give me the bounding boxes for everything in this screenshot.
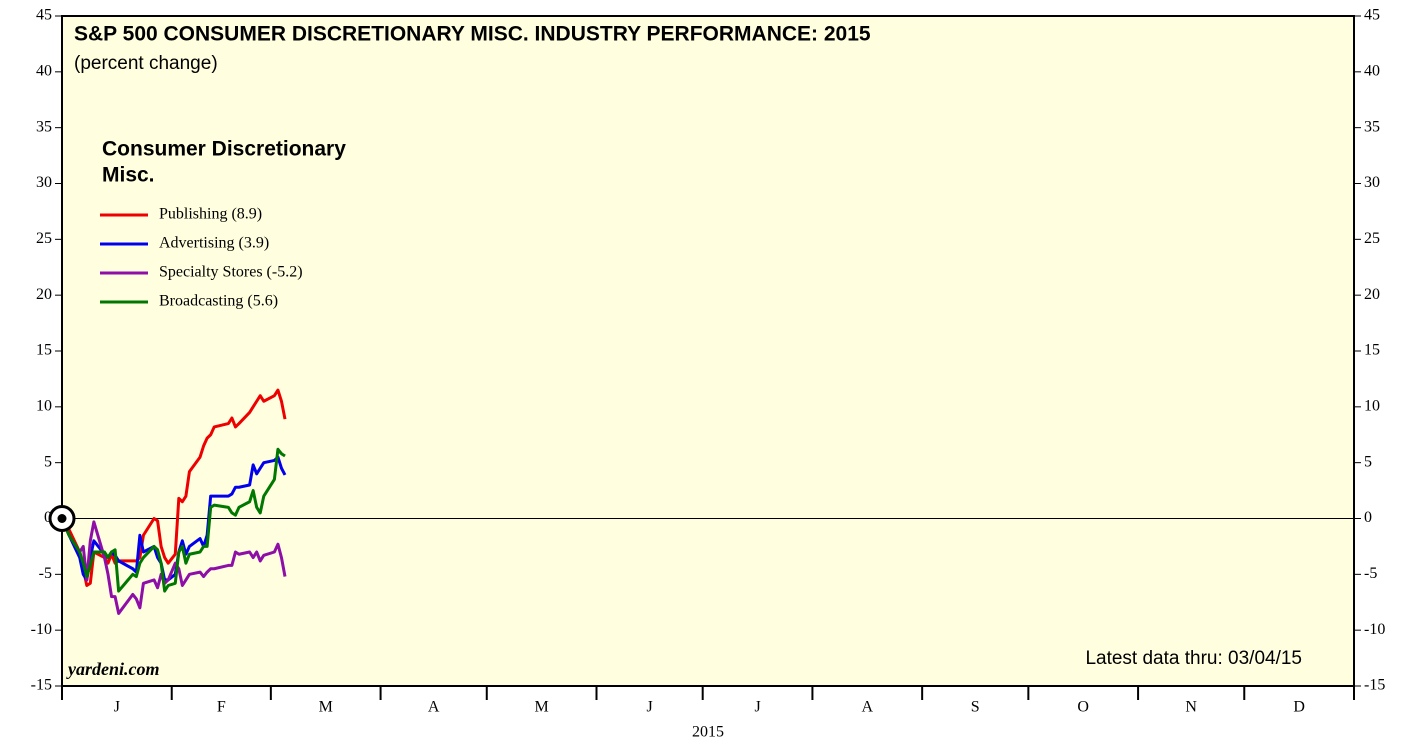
y-tick-label: 45	[36, 7, 52, 24]
y-tick-label: 30	[36, 174, 52, 191]
x-tick-label: F	[217, 699, 226, 716]
chart-title: S&P 500 CONSUMER DISCRETIONARY MISC. IND…	[74, 23, 871, 46]
y2-tick-label: 30	[1364, 174, 1380, 191]
y-tick-label: 15	[36, 342, 52, 359]
x-tick-label: J	[754, 699, 760, 716]
y-tick-label: 10	[36, 398, 52, 415]
x-tick-label: A	[862, 699, 874, 716]
plot-area	[61, 15, 1355, 687]
y-tick-label: -10	[31, 621, 52, 638]
x-tick-label: J	[646, 699, 652, 716]
y2-tick-label: -10	[1364, 621, 1385, 638]
legend-label: Specialty Stores (-5.2)	[159, 264, 303, 281]
y2-tick-label: 20	[1364, 286, 1380, 303]
y2-tick-label: 40	[1364, 63, 1380, 80]
legend-label: Advertising (3.9)	[159, 235, 269, 252]
y2-tick-label: 35	[1364, 118, 1380, 135]
note: Latest data thru: 03/04/15	[1085, 648, 1302, 669]
x-tick-label: M	[535, 699, 549, 716]
source: yardeni.com	[66, 659, 160, 679]
y2-tick-label: 10	[1364, 398, 1380, 415]
x-tick-label: S	[971, 699, 980, 716]
legend-label: Broadcasting (5.6)	[159, 293, 278, 310]
y-tick-label: 40	[36, 63, 52, 80]
y-tick-label: -15	[31, 677, 52, 694]
x-tick-label: N	[1185, 699, 1197, 716]
y2-tick-label: 15	[1364, 342, 1380, 359]
series-line	[60, 447, 286, 593]
y2-tick-label: 25	[1364, 230, 1380, 247]
x-tick-label: J	[114, 699, 120, 716]
y2-tick-label: -5	[1364, 565, 1377, 582]
y-tick-label: 20	[36, 286, 52, 303]
y-tick-label: 0	[44, 509, 52, 526]
x-tick-label: M	[319, 699, 333, 716]
x-axis-label: 2015	[692, 724, 724, 741]
origin-dot	[57, 514, 67, 523]
x-tick-label: O	[1077, 699, 1089, 716]
chart-subtitle: (percent change)	[74, 53, 218, 74]
x-tick-label: D	[1293, 699, 1305, 716]
y2-tick-label: 45	[1364, 7, 1380, 24]
legend-label: Publishing (8.9)	[159, 206, 262, 223]
legend-title: Consumer Discretionary	[102, 138, 346, 161]
y2-tick-label: 0	[1364, 509, 1372, 526]
legend-title: Misc.	[102, 164, 155, 187]
x-tick-label: A	[428, 699, 440, 716]
y-tick-label: 25	[36, 230, 52, 247]
y2-tick-label: 5	[1364, 453, 1372, 470]
y-tick-label: -5	[39, 565, 52, 582]
y2-tick-label: -15	[1364, 677, 1385, 694]
y-tick-label: 5	[44, 453, 52, 470]
y-tick-label: 35	[36, 118, 52, 135]
